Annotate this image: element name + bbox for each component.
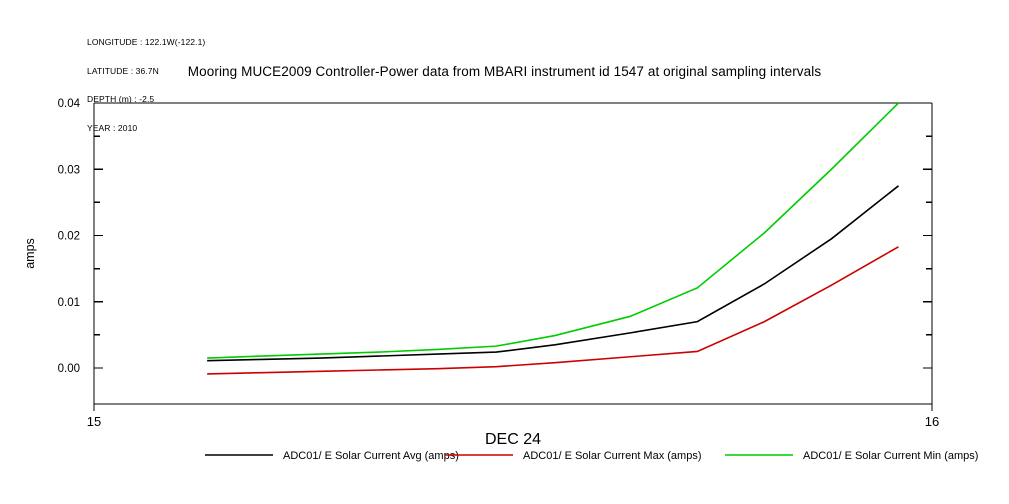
series-line-2 [207,246,899,375]
metadata-depth: DEPTH (m) : -2.5 [87,94,155,104]
y-tick-label: 0.02 [58,231,80,243]
legend-label-1: ADC01/ E Solar Current Avg (amps) [283,450,459,462]
chart-title: Mooring MUCE2009 Controller-Power data f… [187,64,822,79]
y-tick-label: 0.00 [58,363,80,375]
y-axis-title: amps [23,238,37,269]
station-metadata: LONGITUDE : 122.1W(-122.1) LATITUDE : 36… [87,19,205,152]
metadata-latitude: LATITUDE : 36.7N [87,65,159,76]
x-axis-title: DEC 24 [485,431,541,448]
x-tick-label: 16 [925,414,939,429]
chart-legend: ADC01/ E Solar Current Avg (amps) ADC01/ … [205,450,978,462]
series-line-1 [207,185,899,362]
metadata-year: YEAR : 2010 [87,122,138,133]
series-line-3 [207,102,900,359]
chart-axes [93,102,933,411]
chart-labels: 0.00 0.01 0.02 0.03 0.04 15 16 DEC 24 amps [23,98,939,448]
x-tick-label: 15 [87,414,101,429]
metadata-longitude: LONGITUDE : 122.1W(-122.1) [87,37,206,47]
chart-series [207,102,900,375]
y-tick-label: 0.04 [58,98,81,110]
y-tick-label: 0.03 [58,164,80,176]
legend-label-3: ADC01/ E Solar Current Min (amps) [803,450,978,462]
y-tick-label: 0.01 [58,297,80,309]
legend-label-2: ADC01/ E Solar Current Max (amps) [523,450,702,462]
